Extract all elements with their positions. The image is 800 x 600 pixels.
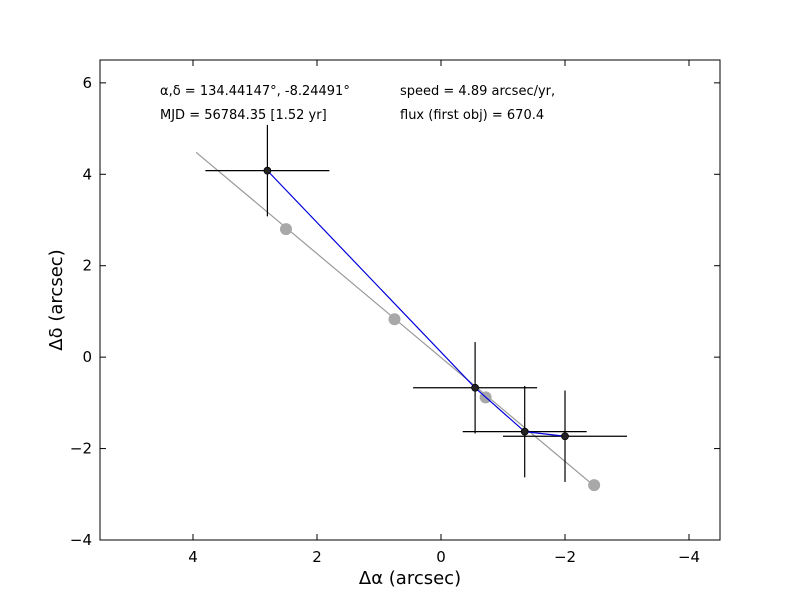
observed-point [471,383,480,392]
y-tick-label: 2 [82,257,92,275]
annotation-flux: flux (first obj) = 670.4 [400,108,544,123]
x-tick-label: −2 [554,548,576,566]
y-tick-label: 6 [82,74,92,92]
x-tick-label: 4 [188,548,198,566]
observed-track-layer [263,166,569,441]
annotation-mjd: MJD = 56784.35 [1.52 yr] [160,108,327,123]
y-tick-label: −4 [70,531,92,549]
model-point [280,223,292,236]
x-axis-label: Δα (arcsec) [359,568,461,589]
model-point [388,313,401,326]
y-tick-label: 0 [82,348,92,366]
observed-track-line [266,170,566,437]
y-axis-ticks: −4 −2 0 2 4 6 [70,74,720,549]
plot-area [100,60,720,540]
x-tick-label: 2 [312,548,322,566]
annotation-coordinates: α,δ = 134.44147°, -8.24491° [160,84,350,99]
y-tick-label: −2 [70,440,92,458]
x-tick-label: 0 [436,548,446,566]
observed-point [561,432,569,441]
x-axis-ticks: 4 2 0 −2 −4 [188,60,700,566]
model-point [588,479,601,492]
x-tick-label: −4 [678,548,700,566]
annotation-speed: speed = 4.89 arcsec/yr, [400,84,555,99]
observed-point [520,427,529,436]
observed-point [263,166,272,175]
y-axis-label: Δδ (arcsec) [46,249,67,350]
y-tick-label: 4 [82,165,92,183]
plot-frame [99,59,721,541]
